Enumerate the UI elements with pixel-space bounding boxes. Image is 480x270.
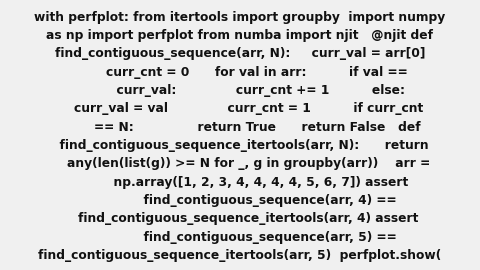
Text: find_contiguous_sequence(arr, N):     curr_val = arr[0]: find_contiguous_sequence(arr, N): curr_v… <box>55 48 425 60</box>
Text: curr_val:              curr_cnt += 1          else:: curr_val: curr_cnt += 1 else: <box>74 84 406 97</box>
Text: find_contiguous_sequence_itertools(arr, 4) assert: find_contiguous_sequence_itertools(arr, … <box>61 212 419 225</box>
Text: == N:               return True      return False   def: == N: return True return False def <box>60 121 420 134</box>
Text: find_contiguous_sequence(arr, 4) ==: find_contiguous_sequence(arr, 4) == <box>84 194 396 207</box>
Text: as np import perfplot from numba import njit   @njit def: as np import perfplot from numba import … <box>47 29 433 42</box>
Text: any(len(list(g)) >= N for _, g in groupby(arr))    arr =: any(len(list(g)) >= N for _, g in groupb… <box>50 157 430 170</box>
Text: find_contiguous_sequence_itertools(arr, 5)  perfplot.show(: find_contiguous_sequence_itertools(arr, … <box>38 249 442 262</box>
Text: curr_val = val              curr_cnt = 1          if curr_cnt: curr_val = val curr_cnt = 1 if curr_cnt <box>57 102 423 115</box>
Text: with perfplot: from itertools import groupby  import numpy: with perfplot: from itertools import gro… <box>35 11 445 24</box>
Text: np.array([1, 2, 3, 4, 4, 4, 4, 5, 6, 7]) assert: np.array([1, 2, 3, 4, 4, 4, 4, 5, 6, 7])… <box>72 176 408 189</box>
Text: find_contiguous_sequence_itertools(arr, N):      return: find_contiguous_sequence_itertools(arr, … <box>51 139 429 152</box>
Text: find_contiguous_sequence(arr, 5) ==: find_contiguous_sequence(arr, 5) == <box>84 231 396 244</box>
Text: curr_cnt = 0      for val in arr:          if val ==: curr_cnt = 0 for val in arr: if val == <box>72 66 408 79</box>
